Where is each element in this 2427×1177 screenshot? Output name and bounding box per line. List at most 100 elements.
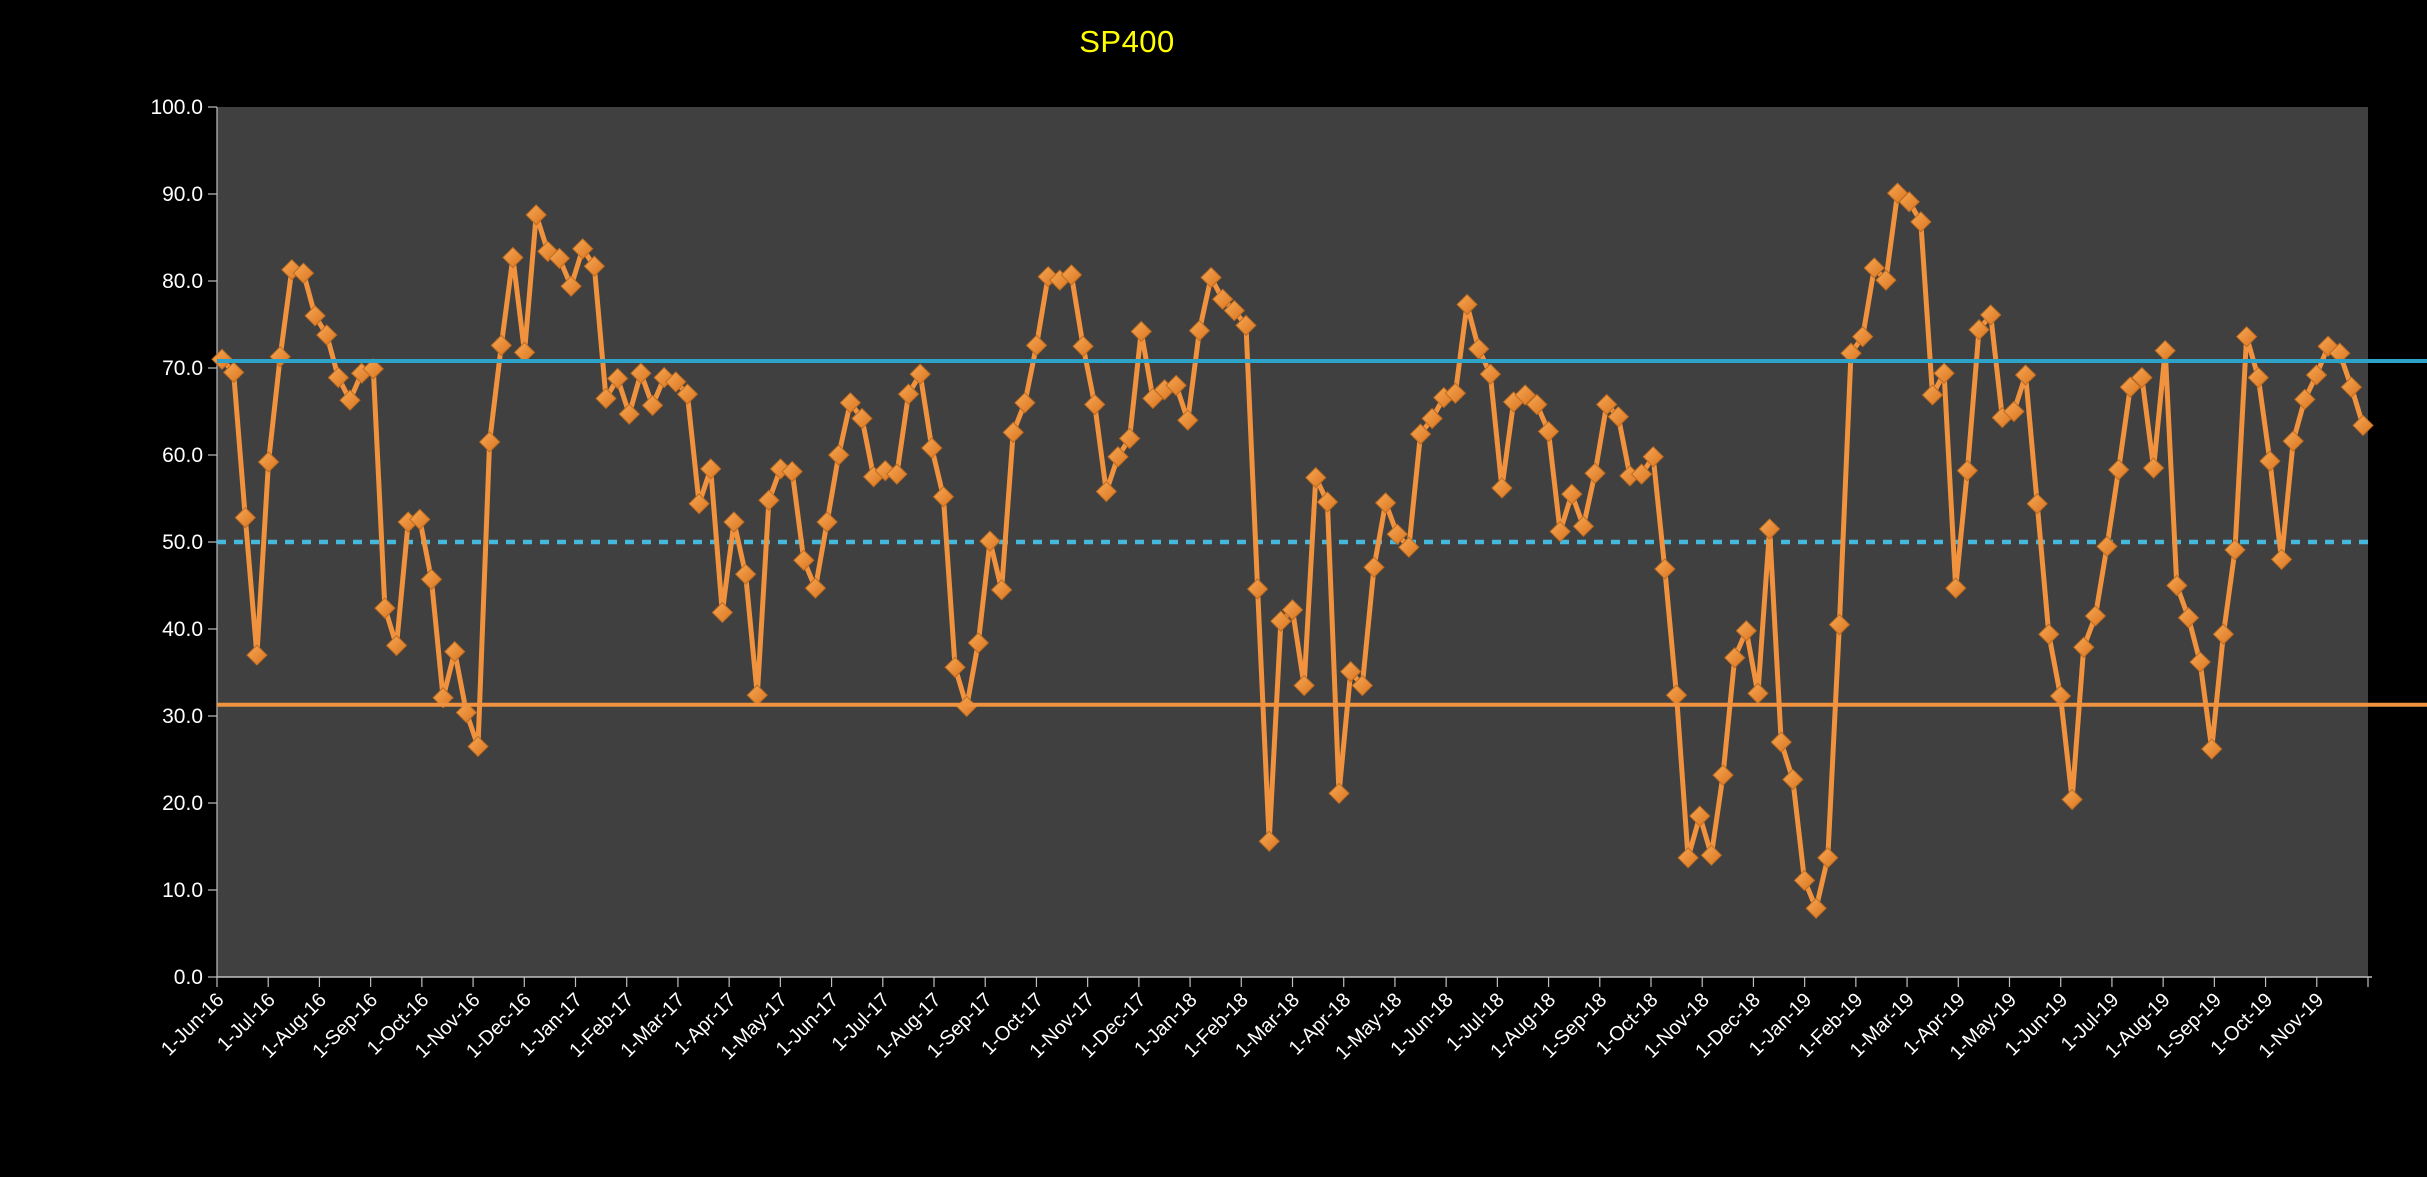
- data-point[interactable]: [851, 407, 873, 430]
- data-point[interactable]: [1840, 342, 1862, 364]
- data-point[interactable]: [1200, 266, 1222, 289]
- data-point[interactable]: [2235, 325, 2258, 348]
- data-point[interactable]: [1595, 393, 1618, 416]
- data-point[interactable]: [1444, 382, 1467, 404]
- data-point[interactable]: [2270, 548, 2293, 571]
- data-point[interactable]: [618, 403, 640, 425]
- data-point[interactable]: [1561, 483, 1583, 505]
- data-point[interactable]: [1689, 805, 1711, 827]
- data-point[interactable]: [1723, 647, 1746, 669]
- data-point[interactable]: [2177, 606, 2200, 629]
- data-point[interactable]: [2142, 457, 2165, 479]
- data-point[interactable]: [478, 431, 501, 453]
- data-point[interactable]: [1712, 764, 1734, 786]
- data-point[interactable]: [583, 255, 606, 277]
- data-point[interactable]: [525, 204, 547, 226]
- data-point[interactable]: [1817, 847, 1839, 869]
- data-point[interactable]: [246, 644, 268, 666]
- data-point[interactable]: [1363, 556, 1385, 578]
- data-point[interactable]: [1177, 409, 1199, 431]
- data-point[interactable]: [1398, 536, 1420, 558]
- data-point[interactable]: [2282, 430, 2304, 452]
- data-point[interactable]: [921, 437, 943, 459]
- data-point[interactable]: [758, 489, 780, 511]
- data-point[interactable]: [2026, 493, 2048, 515]
- data-point[interactable]: [1782, 768, 1804, 791]
- data-point[interactable]: [1118, 427, 1141, 450]
- data-point[interactable]: [2329, 342, 2351, 364]
- data-point[interactable]: [827, 444, 850, 466]
- data-point[interactable]: [2189, 651, 2211, 673]
- data-point[interactable]: [1968, 319, 1990, 341]
- data-point[interactable]: [1270, 610, 1292, 632]
- data-point[interactable]: [1735, 620, 1758, 642]
- data-point[interactable]: [1979, 304, 2002, 326]
- data-point[interactable]: [455, 701, 478, 724]
- data-point[interactable]: [2014, 364, 2037, 386]
- data-point[interactable]: [1526, 393, 1548, 416]
- data-point[interactable]: [339, 389, 361, 411]
- data-point[interactable]: [2107, 459, 2130, 481]
- data-point[interactable]: [1130, 320, 1152, 343]
- data-point[interactable]: [374, 597, 396, 619]
- data-point[interactable]: [1165, 374, 1187, 397]
- data-point[interactable]: [490, 334, 512, 357]
- data-point[interactable]: [385, 634, 408, 657]
- data-point[interactable]: [734, 563, 757, 585]
- data-point[interactable]: [1316, 491, 1339, 513]
- data-point[interactable]: [257, 451, 280, 473]
- data-point[interactable]: [1107, 446, 1129, 468]
- data-point[interactable]: [1956, 459, 1979, 482]
- data-point[interactable]: [1339, 660, 1362, 683]
- data-point[interactable]: [362, 358, 384, 380]
- data-point[interactable]: [1281, 599, 1304, 621]
- data-point[interactable]: [1700, 844, 1723, 866]
- data-point[interactable]: [502, 246, 524, 269]
- data-point[interactable]: [595, 387, 617, 410]
- data-point[interactable]: [1467, 338, 1490, 360]
- data-point[interactable]: [2003, 400, 2025, 423]
- data-point[interactable]: [327, 366, 350, 389]
- data-point[interactable]: [1758, 518, 1781, 540]
- data-point[interactable]: [292, 262, 315, 284]
- data-point[interactable]: [665, 371, 687, 393]
- data-point[interactable]: [932, 486, 955, 508]
- data-point[interactable]: [676, 383, 699, 405]
- data-point[interactable]: [2224, 539, 2246, 561]
- data-point[interactable]: [1095, 480, 1118, 503]
- data-point[interactable]: [2119, 376, 2141, 398]
- data-point[interactable]: [1828, 613, 1851, 636]
- data-point[interactable]: [1246, 578, 1269, 600]
- data-point[interactable]: [222, 361, 245, 384]
- data-point[interactable]: [2073, 636, 2095, 658]
- data-point[interactable]: [316, 324, 338, 346]
- data-point[interactable]: [1770, 731, 1792, 753]
- data-point[interactable]: [979, 530, 1001, 552]
- data-point[interactable]: [897, 383, 920, 405]
- data-point[interactable]: [793, 549, 815, 571]
- data-point[interactable]: [606, 367, 629, 390]
- data-point[interactable]: [1060, 264, 1083, 286]
- data-point[interactable]: [1805, 897, 1827, 919]
- data-point[interactable]: [1223, 299, 1246, 322]
- data-point[interactable]: [2294, 388, 2316, 411]
- data-point[interactable]: [304, 305, 326, 327]
- chart-title[interactable]: SP400: [1079, 24, 1175, 59]
- data-point[interactable]: [467, 735, 489, 758]
- data-point[interactable]: [1014, 392, 1036, 414]
- data-point[interactable]: [944, 656, 966, 678]
- data-point[interactable]: [1607, 406, 1630, 428]
- data-point[interactable]: [2038, 623, 2060, 645]
- data-point[interactable]: [537, 240, 559, 263]
- data-point[interactable]: [1421, 407, 1443, 430]
- data-point[interactable]: [2096, 535, 2118, 558]
- data-point[interactable]: [1409, 423, 1432, 445]
- data-point[interactable]: [2166, 574, 2188, 597]
- data-point[interactable]: [1025, 334, 1048, 357]
- data-point[interactable]: [990, 579, 1013, 601]
- data-point[interactable]: [1677, 847, 1699, 869]
- data-point[interactable]: [2131, 366, 2153, 389]
- data-point[interactable]: [1793, 869, 1816, 892]
- data-point[interactable]: [2212, 623, 2235, 645]
- data-point[interactable]: [781, 460, 803, 483]
